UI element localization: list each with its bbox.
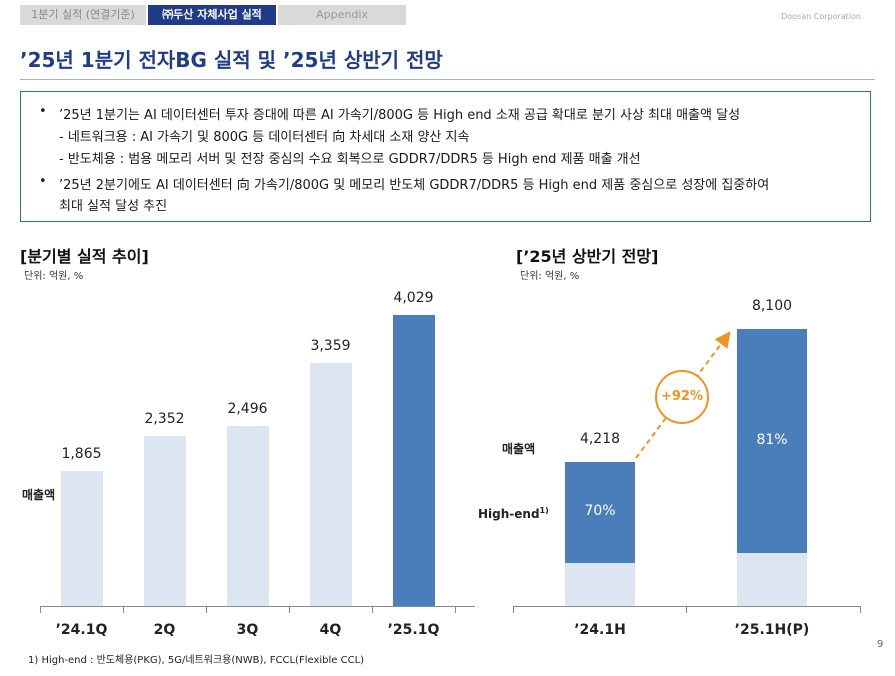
- highend-footnote-mark: 1): [539, 506, 549, 515]
- outlook-chart-title: [’25년 상반기 전망]: [516, 247, 659, 266]
- quarterly-value-label: 1,865: [61, 446, 102, 463]
- outlook-sales-label: 매출액: [502, 442, 536, 456]
- quarterly-value-label: 2,352: [144, 411, 185, 428]
- x-axis-tick: [860, 606, 861, 613]
- outlook-chart-unit: 단위: 억원, %: [520, 271, 580, 282]
- quarterly-x-label: 2Q: [153, 622, 176, 638]
- quarterly-bar: [143, 436, 186, 606]
- tab-q1-results[interactable]: 1분기 실적 (연결기준): [20, 5, 146, 25]
- corp-name: Doosan Corporation: [781, 12, 861, 21]
- title-divider: [20, 79, 875, 80]
- summary-box: • ’25년 1분기는 AI 데이터센터 투자 증대에 따른 AI 가속기/80…: [20, 91, 871, 222]
- summary-bullet-2-cont: 최대 실적 달성 추진: [59, 199, 168, 214]
- x-axis-tick: [123, 606, 124, 613]
- outlook-x-label: ’24.1H: [574, 622, 626, 638]
- quarterly-chart-unit: 단위: 억원, %: [24, 271, 84, 282]
- x-axis-tick: [206, 606, 207, 613]
- outlook-x-label: ’25.1H(P): [734, 622, 810, 638]
- footnote: 1) High-end : 반도체용(PKG), 5G/네트워크용(NWB), …: [28, 655, 365, 666]
- quarterly-x-axis: [40, 606, 475, 607]
- x-axis-tick: [289, 606, 290, 613]
- highend-label: High-end1): [478, 506, 549, 521]
- quarterly-bar: [309, 363, 352, 606]
- highend-share-label: 70%: [584, 503, 616, 520]
- tab-bar: 1분기 실적 (연결기준) ㈜두산 자체사업 실적 Appendix: [20, 5, 408, 25]
- sales-row-label: 매출액: [22, 488, 56, 502]
- quarterly-x-label: ’24.1Q: [55, 622, 108, 638]
- quarterly-value-label: 3,359: [310, 338, 351, 355]
- highend-label-text: High-end: [478, 507, 540, 521]
- summary-bullet-1: ’25년 1분기는 AI 데이터센터 투자 증대에 따른 AI 가속기/800G…: [59, 108, 741, 123]
- tab-own-business[interactable]: ㈜두산 자체사업 실적: [148, 5, 276, 25]
- quarterly-value-label: 2,496: [227, 400, 268, 417]
- outlook-value-label: 4,218: [579, 430, 621, 447]
- bullet-glyph: •: [39, 174, 47, 189]
- quarterly-bar: [60, 471, 103, 606]
- quarterly-value-label: 4,029: [393, 290, 434, 307]
- bullet-glyph: •: [39, 104, 47, 119]
- outlook-bar-highend: [565, 461, 635, 563]
- x-axis-tick: [372, 606, 373, 613]
- quarterly-x-label: 3Q: [236, 622, 259, 638]
- summary-sub-semiconductor: - 반도체용 : 범용 메모리 서버 및 전장 중심의 수요 회복으로 GDDR…: [59, 152, 641, 167]
- x-axis-tick: [686, 606, 687, 613]
- page-title: ’25년 1분기 전자BG 실적 및 ’25년 상반기 전망: [20, 48, 443, 72]
- x-axis-tick: [455, 606, 456, 613]
- highend-share-label: 81%: [756, 432, 788, 449]
- quarterly-bar: [226, 425, 269, 606]
- x-axis-tick: [513, 606, 514, 613]
- summary-sub-network: - 네트워크용 : AI 가속기 및 800G 등 데이터센터 向 차세대 소재…: [59, 130, 470, 145]
- tab-appendix[interactable]: Appendix: [278, 5, 406, 25]
- quarterly-chart-title: [분기별 실적 추이]: [20, 247, 149, 266]
- quarterly-x-label: 4Q: [319, 622, 342, 638]
- outlook-bar-highend: [737, 328, 807, 554]
- growth-badge: +92%: [655, 370, 709, 424]
- page-number: 9: [877, 639, 884, 650]
- outlook-value-label: 8,100: [751, 297, 793, 314]
- quarterly-bar: [392, 315, 435, 606]
- x-axis-tick: [40, 606, 41, 613]
- summary-bullet-2: ’25년 2분기에도 AI 데이터센터 向 가속기/800G 및 메모리 반도체…: [59, 178, 770, 193]
- quarterly-x-label: ’25.1Q: [387, 622, 440, 638]
